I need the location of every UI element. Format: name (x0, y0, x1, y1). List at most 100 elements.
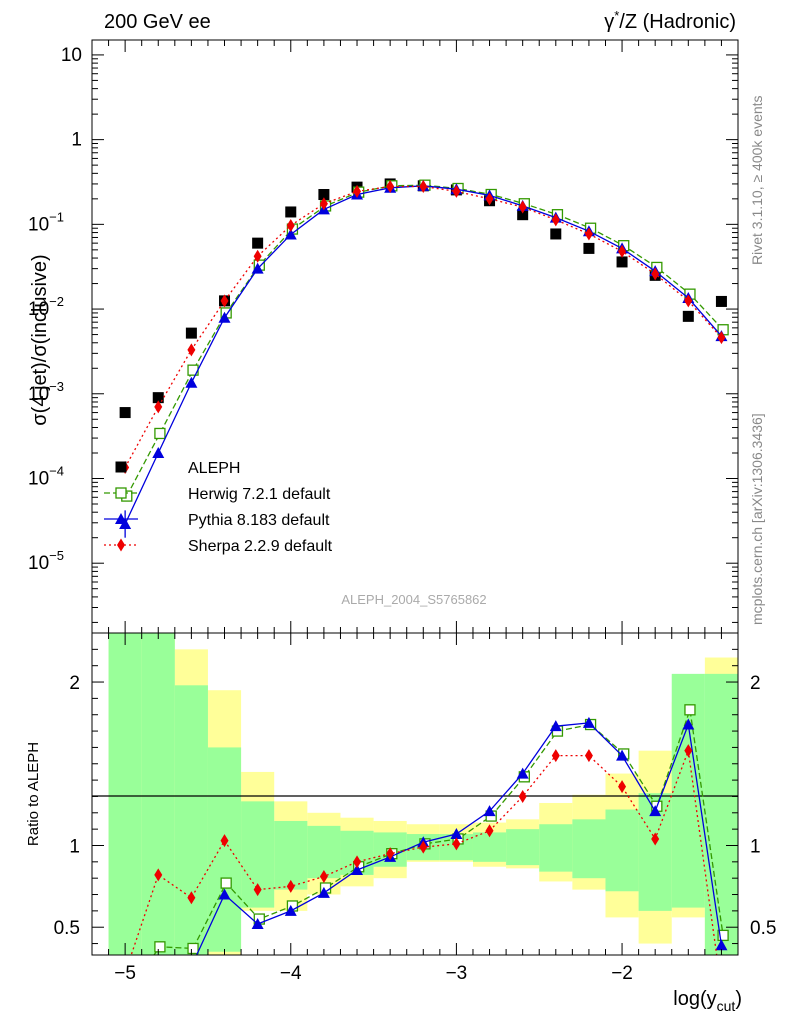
ratio-sherpa-marker (353, 855, 362, 869)
sherpa-marker (651, 267, 660, 281)
ratio-band-1sigma (704, 673, 738, 955)
analysis-watermark: ALEPH_2004_S5765862 (341, 592, 486, 607)
ratio-band-1sigma (108, 633, 142, 955)
ratio-sherpa-marker (485, 824, 494, 838)
sherpa-marker (717, 331, 726, 345)
ratio-band-1sigma (472, 832, 507, 862)
ratio-y-tick-label-right: 0.5 (750, 918, 776, 939)
ratio-pythia-marker (715, 939, 728, 951)
ratio-pythia-marker (284, 904, 297, 916)
ratio-band-1sigma (174, 685, 208, 955)
ratio-sherpa-marker (618, 780, 627, 794)
aleph-marker (252, 237, 264, 249)
main-y-tick-base: 10 (28, 468, 49, 489)
main-y-tick-exponent: −5 (49, 548, 64, 563)
main-y-tick-base: 10 (28, 553, 49, 574)
sherpa-marker (286, 218, 295, 232)
pythia-marker (284, 228, 297, 240)
aleph-marker (185, 327, 197, 339)
herwig-marker (154, 427, 166, 440)
ratio-herwig-marker (717, 929, 729, 942)
sherpa-marker (419, 179, 428, 193)
aleph-marker (682, 310, 694, 322)
aleph-marker (550, 228, 562, 240)
legend-marker (115, 461, 127, 473)
x-tick-label: −3 (446, 963, 468, 984)
sherpa-line (124, 185, 722, 468)
main-y-tick-exponent: −2 (49, 294, 64, 309)
ratio-pythia-marker (483, 805, 496, 817)
main-series-group (119, 178, 729, 538)
main-y-tick-label: 10−2 (28, 294, 64, 320)
ratio-sherpa-marker (319, 870, 328, 884)
main-y-tick-label: 10 (61, 45, 82, 66)
ratio-panel: 0.5 0.5 1 1 2 2 −5 −4 −3 −2 Ratio to ALEPH log(yc… (25, 632, 776, 1014)
sherpa-marker (584, 227, 593, 241)
ratio-pythia-marker (351, 864, 364, 876)
main-y-tick-exponent: −4 (49, 463, 64, 478)
legend-label: Herwig 7.2.1 default (188, 486, 331, 503)
sherpa-marker (154, 400, 163, 414)
main-y-tick-base: 10 (28, 299, 49, 320)
sherpa-marker (618, 244, 627, 258)
ratio-y-tick-label-right: 2 (750, 673, 761, 694)
mcplots-source-label: mcplots.cern.ch [arXiv:1306.3436] (749, 413, 765, 625)
ratio-uncertainty-bands (108, 633, 738, 955)
ratio-y-tick-label-left: 2 (69, 673, 80, 694)
ratio-sherpa-marker (584, 749, 593, 763)
ratio-sherpa-marker (452, 837, 461, 851)
legend: ALEPH Herwig 7.2.1 default Pythia 8.183 de… (104, 460, 333, 555)
legend-label: Sherpa 2.2.9 default (188, 538, 333, 555)
aleph-marker (517, 209, 529, 221)
ratio-sherpa-marker (651, 832, 660, 846)
aleph-marker (152, 392, 164, 404)
ratio-band-1sigma (539, 824, 573, 872)
sherpa-marker (684, 294, 693, 308)
main-y-tick-label: 10−3 (28, 379, 64, 405)
aleph-marker (616, 256, 628, 268)
ratio-sherpa-marker (253, 883, 262, 897)
sherpa-marker (353, 184, 362, 198)
x-axis-label: log(ycut) (673, 988, 742, 1014)
ratio-pythia-marker (450, 828, 463, 840)
ratio-sherpa-marker (684, 744, 693, 758)
ratio-pythia-marker (682, 718, 695, 730)
sherpa-marker (319, 197, 328, 211)
main-y-tick-label: 1 (71, 130, 82, 151)
ratio-herwig-marker (154, 941, 166, 953)
main-y-tick-base: 1 (71, 130, 82, 151)
aleph-series (119, 178, 727, 419)
sherpa-marker (452, 184, 461, 198)
ratio-sherpa-marker (220, 834, 229, 848)
ratio-pythia-marker (516, 767, 529, 779)
sherpa-marker (551, 213, 560, 227)
pythia-marker (185, 376, 198, 388)
pythia-marker (251, 262, 264, 274)
ratio-pythia-marker (218, 888, 231, 900)
ratio-band-1sigma (141, 633, 175, 955)
main-y-tick-label: 10−5 (28, 548, 64, 574)
x-tick-label: −5 (114, 963, 136, 984)
sherpa-marker (386, 179, 395, 193)
ratio-pythia-marker (582, 716, 595, 728)
x-tick-label: −4 (280, 963, 302, 984)
ratio-band-1sigma (572, 819, 606, 879)
pythia-marker (218, 311, 231, 323)
ratio-y-axis-label: Ratio to ALEPH (25, 742, 42, 846)
ratio-pythia-marker (649, 805, 662, 817)
legend-marker (115, 513, 127, 524)
header-energy-label: 200 GeV ee (104, 11, 211, 33)
main-y-tick-exponent: −1 (49, 209, 64, 224)
ratio-series-group (130, 704, 729, 955)
aleph-marker (715, 295, 727, 307)
ratio-band-1sigma (274, 820, 308, 890)
legend-label: Pythia 8.183 default (188, 512, 330, 529)
ratio-herwig-marker (187, 942, 199, 955)
ratio-y-tick-label-left: 1 (69, 836, 80, 857)
main-y-axis-label: σ(4 jet)/σ(inclusive) (29, 254, 51, 425)
ratio-sherpa-marker (386, 847, 395, 861)
ratio-axis-ticks: 0.5 0.5 1 1 2 2 −5 −4 −3 −2 (54, 633, 776, 984)
